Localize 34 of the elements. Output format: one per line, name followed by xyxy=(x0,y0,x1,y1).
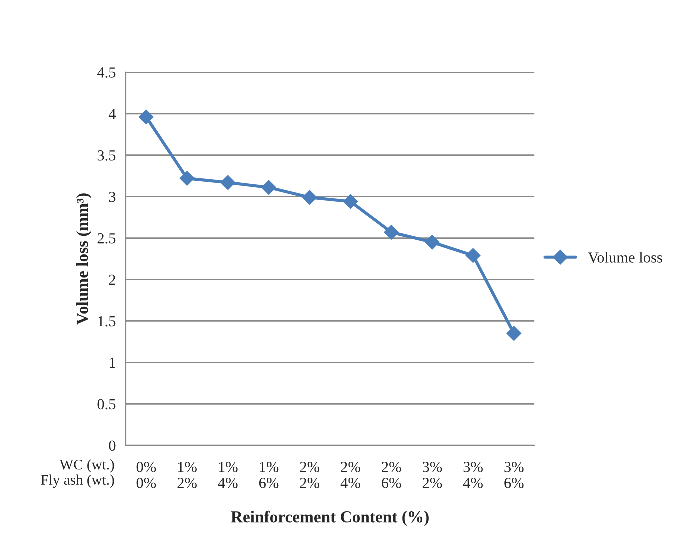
x-tick-label: 3% 4% xyxy=(463,462,483,488)
x-tick-label: 1% 4% xyxy=(218,462,238,488)
y-tick-label: 0 xyxy=(109,440,116,452)
point xyxy=(425,235,440,250)
x-tick-label: 1% 2% xyxy=(178,462,197,488)
y-tick-label: 4 xyxy=(108,109,116,120)
y-tick-label: 1.5 xyxy=(98,316,116,327)
x-axis-title: Reinforcement Content (%) xyxy=(231,510,429,526)
x-tick-label: 2% 4% xyxy=(340,462,360,488)
point xyxy=(180,171,195,186)
x-tick-label: 2% 2% xyxy=(300,462,320,488)
y-tick-label: 3 xyxy=(109,192,116,202)
y-tick-label: 3.5 xyxy=(98,150,116,161)
point xyxy=(139,110,154,125)
y-tick-label: 2.5 xyxy=(98,233,116,244)
text: WC (wt.) Fly ash (wt.) xyxy=(41,459,114,488)
point xyxy=(302,190,318,206)
point xyxy=(384,225,399,240)
point xyxy=(220,175,236,190)
y-axis-title: Volume loss (mm³) xyxy=(76,194,92,325)
y-tick-label: 2 xyxy=(109,274,116,286)
y-tick-label: 0.5 xyxy=(98,399,116,410)
x-tick-label: 1% 6% xyxy=(259,462,279,488)
y-tick-label: 1 xyxy=(110,358,116,368)
y-tick-label: 4.5 xyxy=(97,68,116,78)
x-tick-label: 3% 6% xyxy=(504,462,524,488)
x-tick-label: 0% 0% xyxy=(136,462,156,488)
point xyxy=(466,248,481,264)
point xyxy=(262,180,276,196)
x-tick-label: 2% 6% xyxy=(382,462,402,488)
point xyxy=(506,326,522,342)
legend-label: Volume loss xyxy=(588,252,662,263)
point xyxy=(343,194,358,210)
x-tick-label: 3% 2% xyxy=(422,462,442,488)
